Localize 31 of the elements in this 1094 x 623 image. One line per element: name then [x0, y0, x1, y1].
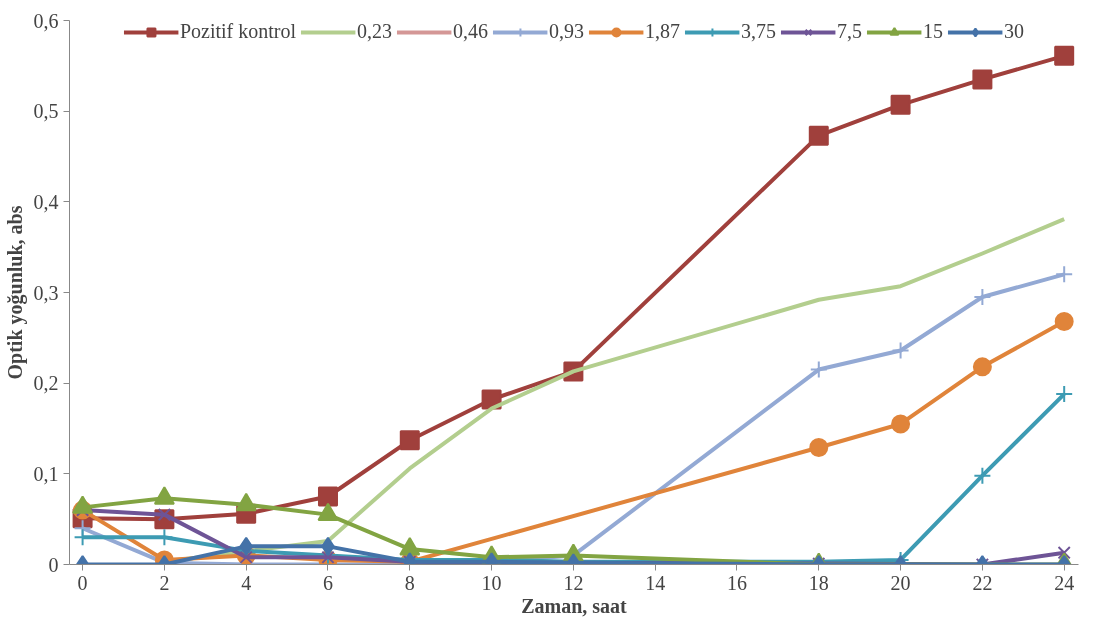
x-tick-label: 12	[563, 571, 584, 594]
x-tick-label: 20	[890, 571, 911, 594]
legend-label: 7,5	[837, 20, 863, 43]
x-tick-label: 10	[481, 571, 502, 594]
y-tick-label: 0,4	[33, 190, 59, 213]
x-tick-label: 18	[808, 571, 829, 594]
legend-label: Pozitif kontrol	[179, 20, 297, 43]
x-tick-label: 22	[972, 571, 993, 594]
y-tick-label: 0,2	[33, 372, 59, 395]
legend-label: 0,46	[453, 20, 489, 43]
legend-label: 15	[923, 20, 944, 43]
x-tick-label: 14	[645, 571, 666, 594]
y-tick-label: 0	[48, 553, 59, 576]
legend-label: 0,23	[357, 20, 393, 43]
x-tick-label: 6	[322, 571, 333, 594]
legend-label: 0,93	[549, 20, 585, 43]
x-tick-label: 2	[159, 571, 170, 594]
x-tick-label: 24	[1054, 571, 1075, 594]
x-tick-label: 4	[241, 571, 252, 594]
y-tick-label: 0,5	[33, 100, 59, 123]
x-tick-label: 0	[77, 571, 88, 594]
y-tick-label: 0,3	[33, 281, 59, 304]
legend-label: 30	[1004, 20, 1025, 43]
legend-label: 1,87	[645, 20, 681, 43]
x-tick-label: 16	[726, 571, 747, 594]
y-tick-label: 0,6	[33, 9, 59, 32]
x-axis-title: Zaman, saat	[521, 594, 628, 617]
legend-label: 3,75	[741, 20, 777, 43]
y-tick-label: 0,1	[33, 462, 59, 485]
y-axis-title: Optik yoğunluk, abs	[3, 205, 27, 380]
x-tick-label: 8	[404, 571, 415, 594]
